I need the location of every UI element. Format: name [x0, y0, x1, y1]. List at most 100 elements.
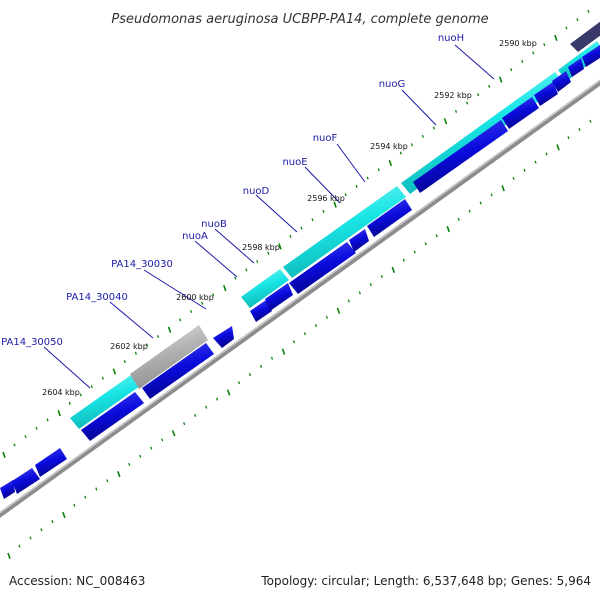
major-tick [336, 307, 341, 314]
minor-tick [95, 487, 98, 491]
minor-tick [289, 234, 292, 238]
gene-reverse-15[interactable] [552, 71, 571, 92]
gene-reverse-6[interactable] [213, 326, 234, 348]
minor-tick [79, 393, 82, 397]
gene-reverse-8[interactable] [265, 283, 293, 311]
gene-label-nuog[interactable]: nuoG [379, 79, 406, 90]
gene-label-nuoh[interactable]: nuoH [438, 33, 464, 44]
gene-reverse-10[interactable] [349, 229, 369, 252]
major-tick [556, 144, 560, 151]
minor-tick [248, 373, 252, 377]
minor-tick [567, 136, 570, 140]
minor-tick [534, 160, 537, 164]
minor-tick [123, 360, 126, 364]
minor-tick [84, 495, 87, 499]
gene-forward-nuoa-nuob[interactable] [241, 269, 289, 308]
accession-label: Accession: NC_008463 [9, 574, 145, 588]
minor-tick [454, 109, 458, 113]
gene-label-nuod[interactable]: nuoD [243, 186, 270, 197]
minor-tick [237, 381, 241, 385]
map-title: Pseudomonas aeruginosa UCBPP-PA14, compl… [111, 12, 488, 27]
minor-tick [18, 544, 21, 548]
label-leaders [43, 44, 495, 389]
minor-tick [29, 536, 32, 540]
gene-reverse-2[interactable] [12, 468, 40, 494]
minor-tick [578, 127, 581, 131]
minor-tick [369, 283, 372, 287]
scale-label-2590: 2590 kbp [499, 39, 537, 48]
minor-tick [543, 43, 546, 47]
gene-label-nuoa[interactable]: nuoA [182, 231, 208, 242]
minor-tick [267, 251, 270, 255]
minor-tick [477, 93, 480, 97]
minor-tick [576, 18, 579, 22]
minor-tick [314, 324, 317, 328]
minor-tick [322, 209, 325, 213]
gene-other-pa14-30040[interactable] [130, 325, 208, 389]
minor-tick [40, 528, 43, 532]
minor-tick [587, 9, 590, 13]
scale-label-2604: 2604 kbp [42, 388, 80, 397]
gene-reverse-11[interactable] [367, 199, 412, 237]
scale-label-2598: 2598 kbp [242, 243, 280, 252]
gene-label-nuob[interactable]: nuoB [201, 219, 227, 230]
minor-tick [435, 234, 438, 238]
scale-label-2596: 2596 kbp [307, 194, 345, 203]
gene-reverse-9[interactable] [289, 242, 356, 294]
outer-tick-ring [2, 9, 590, 458]
minor-tick [589, 119, 592, 123]
minor-tick [565, 26, 568, 30]
minor-tick [201, 301, 204, 305]
minor-tick [325, 315, 328, 319]
major-tick [501, 185, 505, 192]
minor-tick [377, 168, 380, 172]
gene-reverse-5[interactable] [142, 343, 214, 399]
gene-reverse-4[interactable] [81, 392, 144, 441]
minor-tick [523, 168, 526, 172]
gene-label-pa14-30030[interactable]: PA14_30030 [111, 259, 173, 270]
gene-forward-nuoc-nuod[interactable] [283, 186, 406, 278]
minor-tick [399, 151, 402, 155]
gene-reverse-16[interactable] [568, 58, 584, 77]
major-tick [57, 410, 61, 417]
gene-forward-upstream[interactable] [570, 18, 600, 52]
minor-tick [545, 152, 548, 156]
minor-tick [145, 343, 149, 347]
minor-tick [300, 226, 303, 230]
gene-label-nuof[interactable]: nuoF [313, 133, 338, 144]
gene-reverse-13[interactable] [502, 97, 539, 129]
minor-tick [190, 310, 193, 314]
minor-tick [465, 101, 469, 105]
major-tick [226, 389, 231, 396]
minor-tick [457, 217, 460, 221]
minor-tick [205, 405, 208, 409]
major-tick [446, 225, 451, 233]
gene-reverse-3[interactable] [35, 448, 67, 477]
minor-tick [424, 242, 427, 246]
major-tick [333, 201, 337, 208]
major-tick [391, 266, 396, 274]
minor-tick [51, 520, 54, 524]
gene-label-pa14-30040[interactable]: PA14_30040 [66, 292, 128, 303]
gene-reverse-17[interactable] [582, 45, 600, 67]
major-tick [554, 34, 558, 42]
minor-tick [68, 401, 71, 405]
gene-forward-pa14-30050[interactable] [70, 375, 140, 429]
gene-label-pa14-30050[interactable]: PA14_30050 [1, 337, 63, 348]
scale-label-2600: 2600 kbp [176, 293, 214, 302]
scale-labels: 2590 kbp 2592 kbp 2594 kbp 2596 kbp 2598… [42, 39, 537, 397]
minor-tick [245, 268, 248, 272]
minor-tick [150, 446, 153, 450]
minor-tick [468, 209, 471, 213]
gene-label-nuoe[interactable]: nuoE [282, 157, 307, 168]
minor-tick [134, 351, 137, 355]
genome-summary: Topology: circular; Length: 6,537,648 bp… [260, 574, 591, 588]
gene-reverse-12[interactable] [413, 120, 508, 193]
minor-tick [13, 443, 16, 447]
minor-tick [183, 422, 186, 426]
gene-reverse-1[interactable] [0, 480, 15, 499]
major-tick [388, 159, 393, 167]
gene-reverse-14[interactable] [534, 82, 558, 106]
minor-tick [139, 454, 142, 458]
gene-reverse-7[interactable] [250, 300, 272, 322]
